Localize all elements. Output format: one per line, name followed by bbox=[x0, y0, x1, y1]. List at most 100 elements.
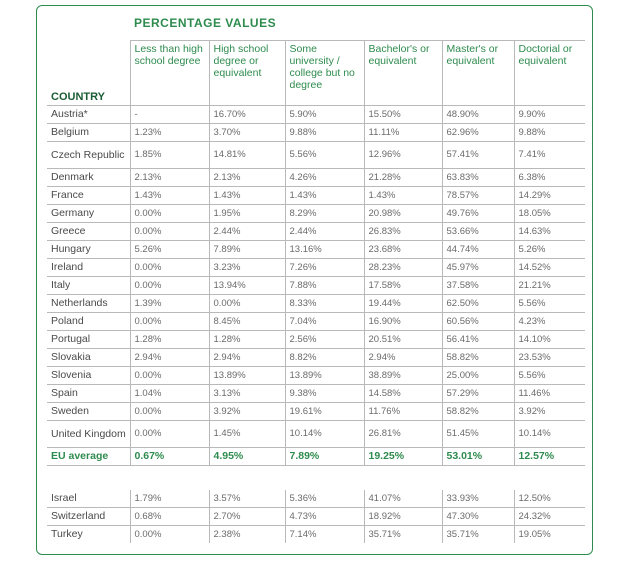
value-cell: 16.70% bbox=[208, 104, 285, 123]
country-cell: Slovakia bbox=[47, 347, 130, 366]
value-cell: 56.41% bbox=[441, 329, 514, 348]
value-cell: 58.82% bbox=[441, 347, 514, 366]
country-cell: Germany bbox=[47, 203, 130, 222]
value-cell: 14.81% bbox=[208, 140, 285, 168]
value-cell: 26.81% bbox=[363, 419, 442, 447]
value-cell: 18.05% bbox=[513, 203, 586, 222]
value-cell: 5.26% bbox=[129, 239, 209, 258]
value-cell: 14.29% bbox=[513, 185, 586, 204]
value-cell: 0.00% bbox=[129, 311, 209, 330]
education-percentage-table: PERCENTAGE VALUES COUNTRY Less than high… bbox=[47, 12, 586, 543]
table-row: Slovenia 0.00% 13.89% 13.89% 38.89% 25.00% 5.5… bbox=[47, 365, 586, 384]
value-cell: 12.96% bbox=[363, 140, 442, 168]
value-cell: 78.57% bbox=[441, 185, 514, 204]
value-cell: 14.63% bbox=[513, 221, 586, 240]
value-cell: 48.90% bbox=[441, 104, 514, 123]
country-cell: Netherlands bbox=[47, 293, 130, 312]
table-row: Poland 0.00% 8.45% 7.04% 16.90% 60.56% 4.23% bbox=[47, 311, 586, 330]
value-cell: 62.96% bbox=[441, 122, 514, 141]
column-header: High school degree or equivalent bbox=[208, 40, 285, 105]
value-cell: 7.41% bbox=[513, 140, 586, 168]
country-cell: Spain bbox=[47, 383, 130, 402]
value-cell: 2.56% bbox=[284, 329, 364, 348]
table-row: Slovakia 2.94% 2.94% 8.82% 2.94% 58.82% 23.53% bbox=[47, 347, 586, 366]
country-cell: France bbox=[47, 185, 130, 204]
value-cell: 62.50% bbox=[441, 293, 514, 312]
value-cell: 35.71% bbox=[363, 524, 442, 543]
column-header: Doctorial or equivalent bbox=[513, 40, 586, 105]
value-cell: 11.46% bbox=[513, 383, 586, 402]
column-header: Some university / college but no degree bbox=[284, 40, 364, 105]
value-cell: 11.76% bbox=[363, 401, 442, 420]
value-cell: 8.82% bbox=[284, 347, 364, 366]
value-cell: 23.53% bbox=[513, 347, 586, 366]
country-cell: Austria* bbox=[47, 104, 130, 123]
table-row: Sweden 0.00% 3.92% 19.61% 11.76% 58.82% 3.92% bbox=[47, 401, 586, 420]
country-cell: Ireland bbox=[47, 257, 130, 276]
value-cell: 19.44% bbox=[363, 293, 442, 312]
value-cell: 7.26% bbox=[284, 257, 364, 276]
spacer-cell bbox=[514, 464, 586, 490]
table-row: Israel 1.79% 3.57% 5.36% 41.07% 33.93% 12.50% bbox=[47, 489, 586, 507]
table-row: Netherlands 1.39% 0.00% 8.33% 19.44% 62.50% 5.… bbox=[47, 293, 586, 312]
value-cell: 45.97% bbox=[441, 257, 514, 276]
table-row: France 1.43% 1.43% 1.43% 1.43% 78.57% 14.29% bbox=[47, 185, 586, 204]
value-cell: 8.33% bbox=[284, 293, 364, 312]
spacer-cell bbox=[285, 464, 364, 490]
value-cell: 7.89% bbox=[208, 239, 285, 258]
value-cell: 63.83% bbox=[441, 167, 514, 186]
country-cell: EU average bbox=[47, 446, 130, 465]
value-cell: 3.13% bbox=[208, 383, 285, 402]
corner-cell bbox=[47, 12, 130, 41]
value-cell: 14.52% bbox=[513, 257, 586, 276]
spacer-cell bbox=[209, 464, 285, 490]
value-cell: 1.79% bbox=[129, 489, 209, 507]
column-header: Bachelor's or equivalent bbox=[363, 40, 442, 105]
value-cell: 0.00% bbox=[129, 401, 209, 420]
value-cell: 58.82% bbox=[441, 401, 514, 420]
value-cell: 5.56% bbox=[513, 293, 586, 312]
value-cell: 12.57% bbox=[513, 446, 586, 465]
table-row: Switzerland 0.68% 2.70% 4.73% 18.92% 47.30% 24… bbox=[47, 506, 586, 525]
value-cell: 0.00% bbox=[129, 365, 209, 384]
country-cell: Poland bbox=[47, 311, 130, 330]
value-cell: 19.05% bbox=[513, 524, 586, 543]
section-title: PERCENTAGE VALUES bbox=[134, 16, 277, 30]
value-cell: 44.74% bbox=[441, 239, 514, 258]
value-cell: 0.00% bbox=[129, 419, 209, 447]
value-cell: 1.43% bbox=[129, 185, 209, 204]
value-cell: 2.38% bbox=[208, 524, 285, 543]
country-cell: Turkey bbox=[47, 524, 130, 543]
column-header: Less than high school degree bbox=[129, 40, 209, 105]
value-cell: 13.16% bbox=[284, 239, 364, 258]
value-cell: 20.51% bbox=[363, 329, 442, 348]
spacer-cell bbox=[47, 464, 130, 490]
value-cell: 2.94% bbox=[129, 347, 209, 366]
value-cell: 0.00% bbox=[129, 257, 209, 276]
country-cell: Switzerland bbox=[47, 506, 130, 525]
table-row: United Kingdom 0.00% 1.45% 10.14% 26.81% 51.4… bbox=[47, 419, 586, 447]
value-cell: 9.88% bbox=[284, 122, 364, 141]
spacer-cell bbox=[442, 464, 514, 490]
table-row: Belgium 1.23% 3.70% 9.88% 11.11% 62.96% 9.88% bbox=[47, 122, 586, 141]
value-cell: 7.04% bbox=[284, 311, 364, 330]
table-row: Italy 0.00% 13.94% 7.88% 17.58% 37.58% 21.21% bbox=[47, 275, 586, 294]
table-row: Austria* -16.70% 5.90% 15.50% 48.90% 9.90% bbox=[47, 104, 586, 123]
value-cell: 3.70% bbox=[208, 122, 285, 141]
column-header: Master's or equivalent bbox=[441, 40, 514, 105]
value-cell: 0.00% bbox=[129, 275, 209, 294]
country-cell: Belgium bbox=[47, 122, 130, 141]
value-cell: 4.26% bbox=[284, 167, 364, 186]
value-cell: 3.23% bbox=[208, 257, 285, 276]
country-cell: Hungary bbox=[47, 239, 130, 258]
table-row: Czech Republic 1.85% 14.81% 5.56% 12.96% 57.4… bbox=[47, 140, 586, 168]
value-cell: 0.00% bbox=[129, 203, 209, 222]
value-cell: 6.38% bbox=[513, 167, 586, 186]
value-cell: 57.29% bbox=[441, 383, 514, 402]
country-cell: Czech Republic bbox=[47, 140, 130, 168]
value-cell: 12.50% bbox=[513, 489, 586, 507]
value-cell: 8.45% bbox=[208, 311, 285, 330]
value-cell: 1.45% bbox=[208, 419, 285, 447]
value-cell: 49.76% bbox=[441, 203, 514, 222]
value-cell: 0.67% bbox=[129, 446, 209, 465]
